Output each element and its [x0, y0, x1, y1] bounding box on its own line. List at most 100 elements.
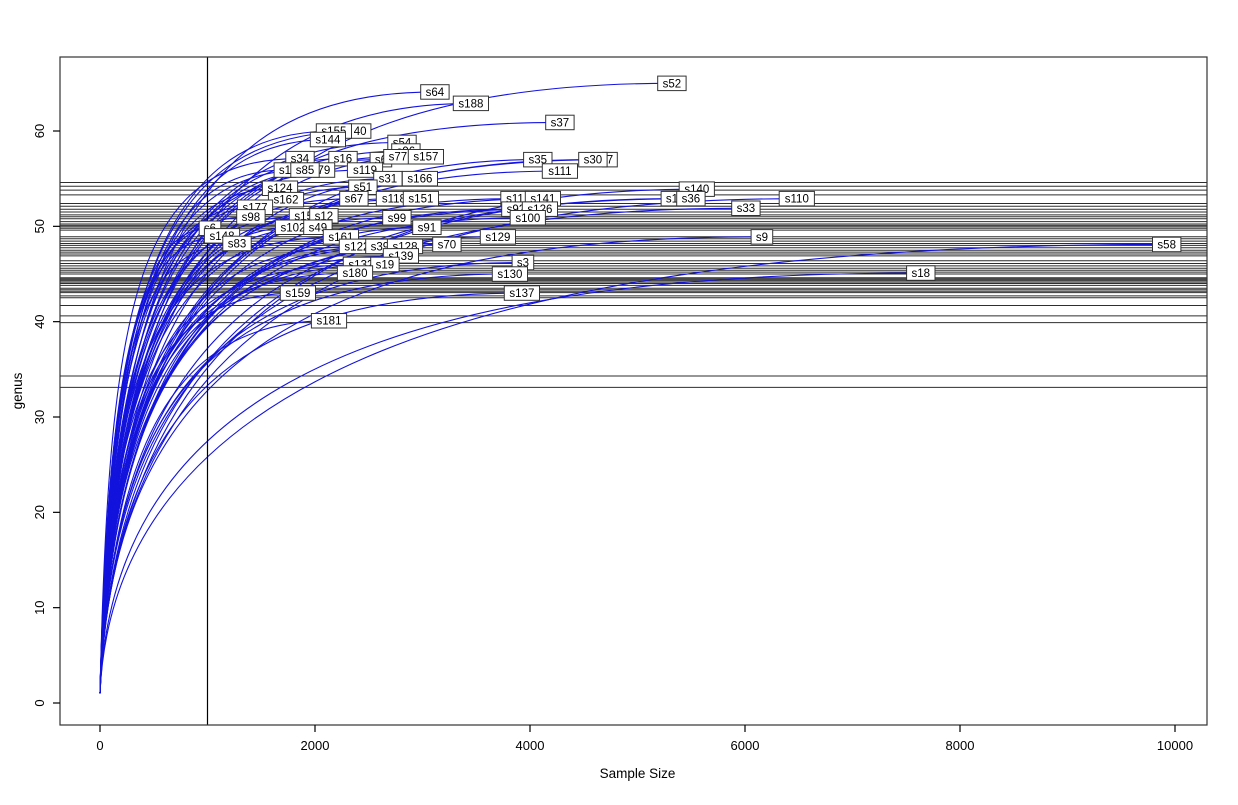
sample-label-s18: s18 — [906, 265, 936, 281]
sample-label-40: 40 — [348, 123, 372, 139]
sample-label-text: s9 — [756, 232, 768, 244]
sample-label-text: s91 — [418, 222, 437, 234]
curve-s137 — [99, 292, 522, 694]
y-tick-label: 60 — [32, 124, 47, 138]
sample-label-box — [401, 170, 438, 187]
sample-label-box — [545, 114, 575, 131]
sample-label-box — [1152, 236, 1182, 253]
sample-label-box — [309, 131, 346, 148]
sample-label-box — [509, 210, 546, 226]
sample-label-box — [382, 210, 412, 226]
sample-label-text: s98 — [242, 212, 261, 224]
sample-label-box — [370, 256, 400, 273]
y-axis-title: genus — [10, 372, 25, 409]
y-tick-label: 10 — [32, 600, 47, 614]
sample-label-box — [412, 219, 442, 235]
sample-label-box — [339, 190, 369, 207]
sample-label-s129: s129 — [479, 229, 516, 245]
sample-label-s36: s36 — [676, 190, 706, 207]
sample-label-text: s52 — [663, 78, 682, 90]
sample-label-box — [523, 151, 553, 168]
sample-label-text: s1 — [666, 194, 678, 206]
sample-label-s33: s33 — [731, 200, 761, 216]
sample-label-box — [676, 190, 706, 207]
sample-label-text: s159 — [285, 288, 310, 300]
sample-label-box — [452, 95, 489, 112]
sample-label-s83: s83 — [222, 235, 252, 252]
sample-label-text: s180 — [343, 268, 368, 280]
sample-label-box — [328, 150, 358, 167]
sample-label-box — [778, 190, 815, 207]
sample-label-s151: s151 — [402, 190, 439, 207]
sample-label-s64: s64 — [420, 84, 450, 100]
sample-label-text: s151 — [408, 194, 433, 206]
sample-label-box — [222, 235, 252, 252]
x-tick-label: 10000 — [1157, 738, 1193, 753]
sample-label-box — [402, 190, 439, 207]
sample-label-s100: s100 — [509, 210, 546, 226]
sample-label-s9: s9 — [750, 229, 774, 245]
sample-label-text: s18 — [912, 268, 931, 280]
sample-label-s91: s91 — [412, 219, 442, 235]
sample-label-text: s64 — [426, 87, 445, 99]
sample-label-s52: s52 — [657, 75, 687, 92]
sample-label-text: 7 — [607, 155, 613, 167]
sample-label-text: s77 — [389, 152, 408, 164]
sample-label-s188: s188 — [452, 95, 489, 112]
sample-label-s130: s130 — [491, 266, 528, 282]
curve-s130 — [99, 273, 510, 694]
sample-label-text: s166 — [407, 174, 432, 186]
sample-label-text: s99 — [388, 213, 407, 225]
curve-s70 — [99, 243, 447, 694]
sample-label-text: s37 — [551, 117, 570, 129]
x-tick-label: 4000 — [516, 738, 545, 753]
sample-label-text: s1 — [279, 165, 291, 177]
sample-label-text: s67 — [345, 194, 364, 206]
sample-label-s137: s137 — [503, 285, 540, 301]
sample-label-s159: s159 — [279, 285, 316, 301]
curve-s37 — [99, 121, 560, 694]
x-axis-title: Sample Size — [600, 766, 676, 781]
sample-label-box — [731, 200, 761, 216]
sample-label-text: s137 — [509, 288, 534, 300]
sample-label-text: s129 — [485, 232, 510, 244]
sample-label-box — [750, 229, 774, 245]
x-tick-label: 6000 — [731, 738, 760, 753]
sample-label-s157: s157 — [407, 149, 444, 165]
sample-label-s111: s111 — [541, 163, 578, 179]
sample-label-s58: s58 — [1152, 236, 1182, 253]
y-tick-label: 50 — [32, 219, 47, 233]
sample-label-text: s83 — [228, 239, 247, 251]
sample-label-s181: s181 — [310, 313, 348, 329]
sample-label-text: 40 — [354, 126, 367, 138]
sample-label-s162: s162 — [267, 191, 305, 208]
sample-label-text: s130 — [497, 269, 522, 281]
sample-label-s85: s85 — [290, 162, 320, 178]
sample-label-text: s36 — [682, 194, 701, 206]
sample-label-text: s110 — [785, 194, 809, 206]
x-tick-label: 2000 — [301, 738, 330, 753]
curve-s34 — [99, 158, 300, 694]
sample-label-text: s102 — [281, 222, 306, 234]
sample-label-box — [906, 265, 936, 281]
sample-label-text: s119 — [353, 165, 377, 177]
sample-label-s19: s19 — [370, 256, 400, 273]
sample-label-box — [432, 236, 462, 253]
sample-label-box — [290, 162, 320, 178]
sample-label-text: s30 — [584, 155, 603, 167]
curve-s58 — [99, 243, 1167, 694]
sample-label-text: s31 — [379, 174, 398, 186]
sample-label-text: s118 — [382, 194, 406, 206]
sample-label-text: 79 — [318, 165, 331, 177]
sample-label-text: s85 — [296, 165, 315, 177]
sample-label-s118: s118 — [375, 190, 412, 207]
sample-label-s102: s102 — [274, 219, 312, 235]
sample-label-s67: s67 — [339, 190, 369, 207]
sample-label-text: s111 — [548, 166, 571, 178]
sample-label-box — [336, 265, 374, 281]
sample-label-box — [279, 285, 316, 301]
curve-s128 — [99, 245, 406, 694]
sample-label-text: s162 — [274, 195, 299, 207]
sample-label-text: s122 — [344, 241, 369, 253]
sample-label-s180: s180 — [336, 265, 374, 281]
